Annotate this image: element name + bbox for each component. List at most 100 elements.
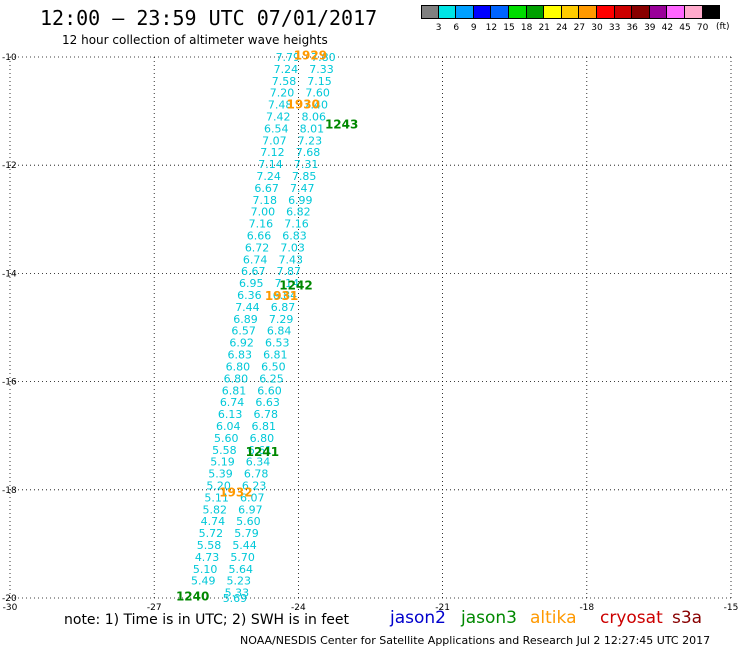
swh-data-label: 5.72: [199, 527, 224, 540]
colorbar-swatch: [597, 5, 615, 19]
satellite-legend-s3a: s3a: [672, 608, 703, 628]
swh-data-label: 7.29: [269, 313, 294, 326]
colorbar-tick-label: 24: [556, 23, 568, 33]
pass-time-label: 1243: [325, 118, 358, 132]
colorbar-swatch: [509, 5, 527, 19]
y-tick-label: -12: [2, 161, 17, 171]
pass-time-label: 1242: [279, 278, 312, 292]
pass-time-label: 1931: [265, 289, 298, 303]
colorbar-swatch: [421, 5, 439, 19]
swh-data-label: 7.43: [278, 253, 303, 266]
colorbar-tick-label: 15: [503, 23, 515, 33]
swh-data-label: 7.47: [290, 182, 315, 195]
swh-data-label: 6.92: [229, 337, 254, 350]
swh-data-label: 6.34: [246, 456, 271, 469]
y-tick-label: -18: [2, 486, 17, 496]
colorbar-unit: (ft): [716, 22, 730, 32]
swh-data-label: 5.39: [208, 468, 233, 481]
swh-data-label: 6.80: [226, 360, 251, 373]
satellite-legend-jason3: jason3: [461, 608, 517, 628]
swh-data-label: 8.01: [300, 122, 325, 135]
pass-time-label: 1929: [294, 48, 327, 62]
swh-data-label: 6.95: [239, 277, 264, 290]
swh-data-label: 5.60: [236, 515, 261, 528]
swh-data-label: 6.81: [263, 349, 288, 362]
swh-data-label: 7.33: [309, 63, 334, 76]
swh-data-label: 6.25: [259, 372, 284, 385]
colorbar-swatch: [544, 5, 562, 19]
colorbar-tick-label: 33: [608, 23, 621, 33]
swh-data-label: 6.61: [248, 444, 273, 457]
swh-data-label: 4.74: [201, 515, 226, 528]
note-text: note: 1) Time is in UTC; 2) SWH is in fe…: [64, 612, 350, 628]
colorbar-tick-label: 18: [520, 23, 533, 33]
swh-data-label: 6.97: [238, 503, 263, 516]
swh-data-label: 6.60: [257, 384, 282, 397]
swh-data-label: 6.99: [288, 194, 313, 207]
swh-data-label: 7.85: [292, 170, 317, 183]
colorbar-swatch: [685, 5, 703, 19]
x-tick-label: -18: [579, 603, 594, 613]
swh-data-label: 6.84: [267, 325, 292, 338]
page-title: 12:00 – 23:59 UTC 07/01/2017: [40, 6, 378, 30]
swh-data-label: 7.24: [256, 170, 281, 183]
y-tick-label: -16: [2, 378, 17, 388]
swh-data-label: 7.15: [307, 75, 332, 88]
y-tick-label: -10: [2, 53, 17, 63]
swh-data-label: 7.58: [272, 75, 297, 88]
swh-data-label: 6.78: [244, 468, 269, 481]
swh-data-label: 6.57: [231, 325, 256, 338]
swh-data-label: 8.06: [302, 111, 327, 124]
colorbar-swatch: [632, 5, 650, 19]
swh-data-label: 6.63: [255, 396, 280, 409]
satellite-legend-cryosat: cryosat: [600, 608, 663, 628]
colorbar-swatch: [473, 5, 492, 19]
colorbar-swatch: [438, 5, 457, 19]
colorbar-tick-label: 42: [661, 23, 674, 33]
colorbar-tick-label: 45: [679, 23, 691, 33]
swh-data-label: 7.79: [276, 51, 301, 64]
swh-data-label: 6.84: [273, 289, 298, 302]
swh-data-label: 7.23: [298, 134, 323, 147]
swh-data-label: 7.87: [277, 265, 302, 278]
pass-time-label: 1240: [176, 589, 209, 603]
swh-data-label: 7.60: [305, 87, 330, 100]
swh-data-label: 6.54: [264, 122, 289, 135]
swh-data-label: 5.69: [223, 592, 248, 605]
swh-data-label: 6.83: [228, 349, 253, 362]
satellite-legend-jason2: jason2: [390, 608, 446, 628]
colorbar-tick-label: 6: [453, 23, 460, 33]
y-tick-label: -14: [2, 269, 17, 279]
colorbar-tick-label: 39: [644, 23, 656, 33]
swh-data-label: 5.44: [232, 539, 257, 552]
swh-data-label: 6.74: [220, 396, 245, 409]
swh-data-label: 7.00: [251, 206, 276, 219]
swh-data-label: 7.03: [280, 241, 305, 254]
swh-data-label: 7.24: [274, 63, 299, 76]
swh-data-label: 6.78: [253, 408, 278, 421]
swh-data-label: 6.80: [224, 372, 249, 385]
colorbar-tick-label: 27: [573, 23, 586, 33]
swh-data-label: 6.50: [261, 360, 286, 373]
pass-time-label: 1241: [246, 445, 279, 459]
colorbar-tick-label: 12: [485, 23, 498, 33]
swh-data-label: 6.13: [218, 408, 243, 421]
swh-data-label: 6.81: [252, 420, 277, 433]
swh-data-label: 7.68: [296, 146, 321, 159]
swh-data-label: 5.82: [203, 503, 228, 516]
colorbar-tick-label: 70: [696, 23, 709, 33]
colorbar-swatch: [526, 5, 545, 19]
colorbar-tick-label: 21: [538, 23, 550, 33]
swh-data-label: 7.07: [262, 134, 287, 147]
satellite-legend-altika: altika: [530, 608, 577, 628]
swh-data-label: 5.70: [230, 551, 255, 564]
swh-data-label: 7.16: [249, 218, 274, 231]
swh-data-label: 7.31: [294, 158, 319, 171]
swh-data-label: 6.81: [222, 384, 247, 397]
swh-data-label: 6.80: [250, 432, 275, 445]
swh-data-label: 5.49: [191, 575, 216, 588]
swh-data-label: 5.60: [214, 432, 239, 445]
swh-data-label: 5.33: [225, 587, 250, 600]
swh-data-label: 6.07: [240, 491, 265, 504]
